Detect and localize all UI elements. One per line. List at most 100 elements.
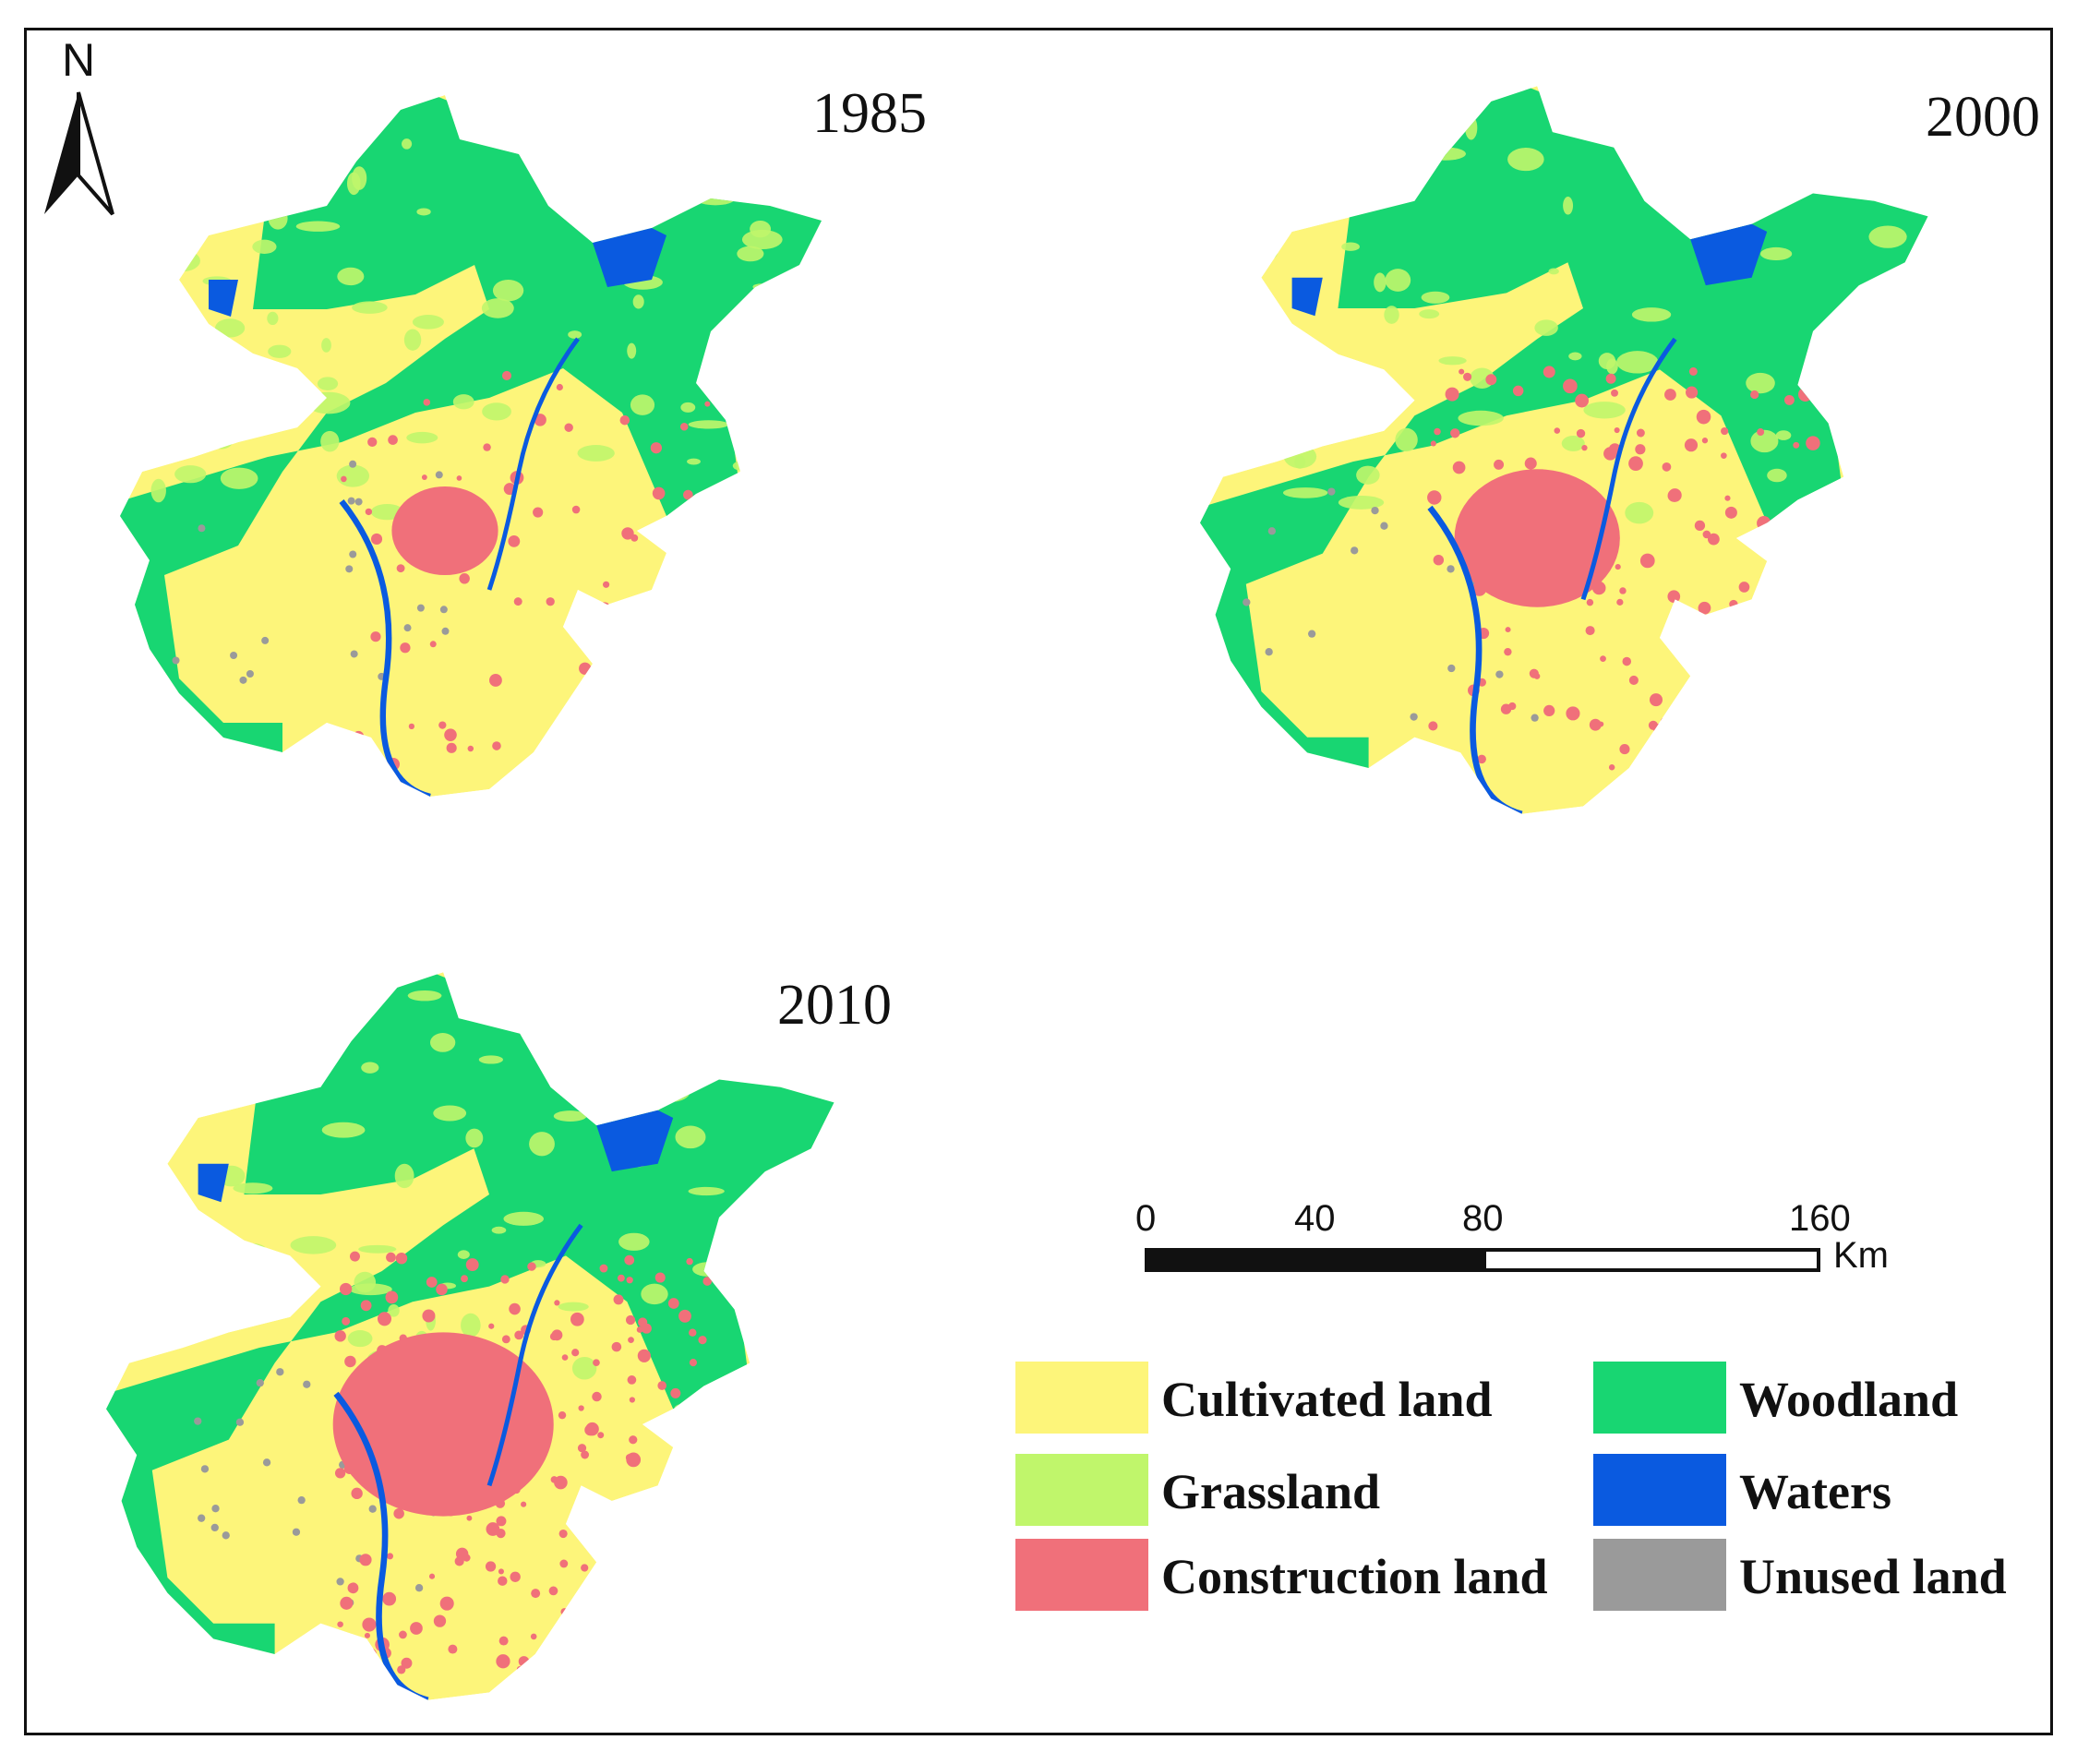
- construction-patch: [530, 1633, 537, 1640]
- unused-patch: [210, 1523, 219, 1532]
- river: [486, 1223, 583, 1487]
- construction-patch: [1748, 695, 1755, 702]
- construction-patch: [682, 1490, 695, 1502]
- grassland-patch: [761, 1010, 792, 1017]
- construction-patch: [1738, 582, 1750, 593]
- construction-patch: [498, 1636, 509, 1646]
- construction-patch: [1524, 457, 1537, 470]
- construction-patch: [351, 1487, 363, 1500]
- construction-patch: [339, 1282, 353, 1296]
- river: [1427, 505, 1523, 814]
- grassland-patch: [478, 1055, 503, 1064]
- unused-patch: [345, 565, 354, 573]
- unused-patch: [441, 627, 450, 635]
- construction-patch: [1759, 529, 1773, 543]
- construction-patch: [1500, 703, 1512, 714]
- construction-patch: [444, 728, 457, 741]
- unused-patch: [200, 1465, 210, 1473]
- unused-patch: [1380, 522, 1388, 530]
- unused-patch: [194, 1417, 202, 1425]
- unused-patch: [261, 636, 270, 644]
- grassland-patch: [1746, 372, 1775, 394]
- grassland-patch: [792, 1327, 813, 1342]
- construction-patch: [579, 662, 592, 675]
- grassland-patch: [209, 427, 234, 450]
- construction-patch: [619, 414, 630, 426]
- construction-patch: [573, 1609, 582, 1618]
- grassland-patch: [692, 1262, 725, 1277]
- construction-patch: [626, 1452, 642, 1468]
- construction-patch: [1653, 723, 1667, 738]
- unused-patch: [336, 1578, 344, 1586]
- construction-patch: [642, 743, 654, 756]
- construction-patch: [604, 1619, 615, 1630]
- construction-patch: [334, 1468, 346, 1479]
- construction-patch: [364, 1632, 370, 1638]
- construction-patch: [1768, 708, 1777, 717]
- construction-patch: [667, 1298, 679, 1309]
- construction-patch: [679, 422, 689, 431]
- grassland-patch: [402, 138, 413, 150]
- grassland-patch: [1544, 94, 1561, 114]
- construction-patch: [349, 1251, 360, 1262]
- grassland-patch: [337, 267, 365, 286]
- construction-patch: [510, 1571, 521, 1582]
- grassland-patch: [568, 330, 582, 339]
- construction-patch: [551, 1329, 563, 1341]
- grassland-patch: [317, 377, 339, 390]
- unused-patch: [230, 652, 238, 660]
- construction-patch: [367, 437, 378, 448]
- legend-label: Woodland: [1739, 1372, 1959, 1427]
- construction-patch: [483, 443, 491, 451]
- grassland-patch: [407, 990, 442, 1002]
- construction-patch: [492, 741, 501, 750]
- construction-patch: [1630, 772, 1639, 781]
- north-arrow: N: [37, 37, 120, 222]
- construction-patch: [496, 1516, 507, 1527]
- grassland-patch: [482, 402, 511, 421]
- construction-patch: [1757, 428, 1765, 437]
- grassland-patch: [352, 301, 388, 314]
- grassland-patch: [1821, 331, 1851, 348]
- construction-patch: [1452, 461, 1466, 474]
- construction-patch: [359, 1554, 372, 1566]
- woodland-area: [1200, 86, 1928, 814]
- construction-patch: [1430, 440, 1436, 447]
- construction-patch: [423, 399, 431, 406]
- scale-tick-80: 80: [1462, 1198, 1504, 1239]
- construction-patch: [498, 1576, 508, 1586]
- grassland-patch: [429, 1033, 456, 1052]
- construction-patch: [560, 1608, 569, 1616]
- reservoir: [198, 1163, 229, 1203]
- grassland-patch: [1458, 410, 1504, 426]
- grassland-patch: [268, 344, 292, 358]
- grassland-patch: [1438, 356, 1467, 366]
- legend-item-grassland: Grassland: [1015, 1454, 1532, 1528]
- grassland-patch: [688, 1186, 725, 1196]
- construction-patch: [624, 1254, 635, 1266]
- river: [1580, 337, 1677, 601]
- construction-patch: [501, 370, 512, 380]
- legend-swatch: [1015, 1454, 1148, 1526]
- construction-patch: [621, 527, 634, 540]
- construction-patch: [681, 1498, 690, 1507]
- grassland-patch: [675, 1125, 706, 1149]
- unused-patch: [1243, 598, 1251, 606]
- woodland-area: [120, 95, 822, 797]
- construction-patch: [1724, 495, 1731, 501]
- construction-patch: [352, 757, 360, 765]
- grassland-patch: [1273, 114, 1311, 126]
- construction-patch: [1529, 668, 1539, 678]
- grassland-patch: [553, 1110, 587, 1122]
- grassland-patch: [1561, 436, 1585, 451]
- grassland-patch: [660, 1083, 672, 1105]
- grassland-patch: [688, 420, 729, 429]
- grassland-patch: [1255, 445, 1285, 455]
- unused-patch: [297, 1495, 306, 1505]
- construction-patch: [559, 1559, 569, 1568]
- construction-patch: [628, 1543, 635, 1552]
- grassland-patch: [1689, 211, 1717, 222]
- grassland-patch: [220, 467, 258, 489]
- construction-patch: [1598, 721, 1604, 727]
- grassland-patch: [217, 1040, 246, 1047]
